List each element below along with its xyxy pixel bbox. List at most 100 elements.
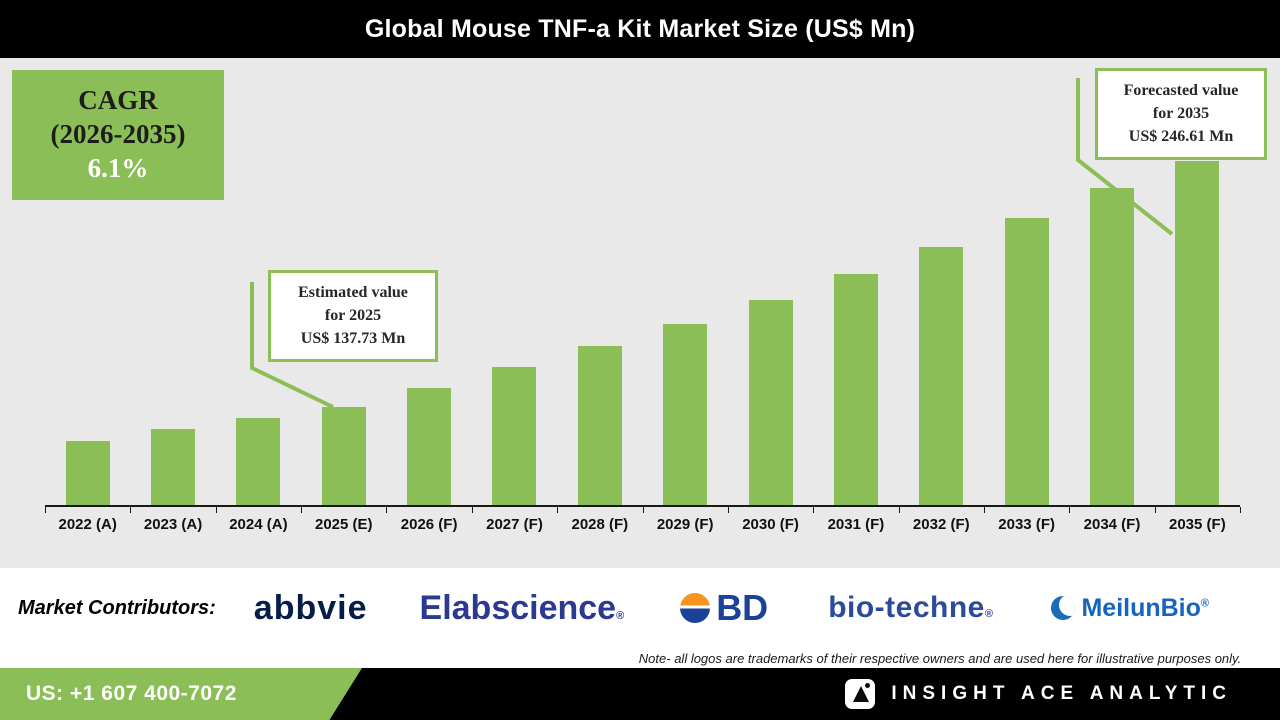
meilunbio-logo: MeilunBio® xyxy=(1051,594,1209,623)
x-axis-tick xyxy=(983,507,985,513)
elabscience-logo: Elabscience ® xyxy=(420,589,625,628)
x-axis-tick xyxy=(386,507,388,513)
brand-name: INSIGHT ACE ANALYTIC xyxy=(891,683,1232,704)
bar-2022-a xyxy=(65,441,110,505)
estimated-callout-line1: Estimated value xyxy=(298,284,408,301)
forecasted-callout-value: US$ 246.61 Mn xyxy=(1128,128,1234,146)
phone-number: US: +1 607 400-7072 xyxy=(26,682,237,705)
estimated-callout-line2: for 2025 xyxy=(324,307,382,325)
bar-slot-2024-a xyxy=(216,140,301,505)
bar-2029-f xyxy=(663,323,708,505)
bar-slot-2032-f xyxy=(899,140,984,505)
market-contributors-label: Market Contributors: xyxy=(18,596,216,619)
bar-slot-2028-f xyxy=(557,140,642,505)
bar-slot-2030-f xyxy=(728,140,813,505)
cagr-box: CAGR (2026-2035) 6.1% xyxy=(12,70,224,200)
contributors-strip: Market Contributors: abbvie Elabscience ®… xyxy=(0,568,1280,668)
bar-slot-2035-f xyxy=(1155,140,1240,505)
phone-banner: US: +1 607 400-7072 xyxy=(0,668,362,720)
bar-slot-2029-f xyxy=(643,140,728,505)
biotechne-wordmark: bio-techne xyxy=(828,591,985,624)
x-label-2031-f: 2031 (F) xyxy=(827,516,885,533)
x-axis-tick xyxy=(727,507,729,513)
bar-2034-f xyxy=(1089,188,1134,505)
contributors-row: Market Contributors: abbvie Elabscience ®… xyxy=(0,580,1280,636)
x-axis-tick xyxy=(1069,507,1071,513)
x-label-2032-f: 2032 (F) xyxy=(912,516,970,533)
bar-2035-f xyxy=(1175,161,1220,505)
cagr-value: 6.1% xyxy=(87,152,149,183)
x-label-2023-a: 2023 (A) xyxy=(143,516,203,533)
page-title: Global Mouse TNF-a Kit Market Size (US$ … xyxy=(364,14,916,43)
bar-slot-2027-f xyxy=(472,140,557,505)
x-axis-tick xyxy=(813,507,815,513)
bar-2027-f xyxy=(492,367,537,505)
bar-2033-f xyxy=(1004,218,1049,505)
x-label-2028-f: 2028 (F) xyxy=(571,516,629,533)
meilunbio-wordmark: MeilunBio® xyxy=(1081,593,1210,622)
bar-2028-f xyxy=(577,346,622,505)
x-label-2035-f: 2035 (F) xyxy=(1169,516,1226,533)
biotechne-logo: bio-techne ® xyxy=(828,591,993,625)
x-label-2033-f: 2033 (F) xyxy=(998,516,1055,533)
x-axis-tick xyxy=(471,507,473,513)
elabscience-wordmark: Elabscience xyxy=(419,588,617,627)
x-axis-tick xyxy=(642,507,644,513)
bar-slot-2023-a xyxy=(130,140,215,505)
abbvie-logo: abbvie xyxy=(254,589,368,628)
bar-2032-f xyxy=(919,247,964,505)
bd-sunburst-icon xyxy=(680,593,711,623)
header-bar: Global Mouse TNF-a Kit Market Size (US$ … xyxy=(0,0,1280,58)
x-label-2025-e: 2025 (E) xyxy=(314,516,373,533)
elabscience-registered-mark: ® xyxy=(616,609,625,622)
x-axis-tick xyxy=(130,507,132,513)
forecasted-callout-line1: Forecasted value xyxy=(1123,82,1239,99)
x-axis-labels: 2022 (A) 2023 (A) 2024 (A) 2025 (E) 2026 (F)… xyxy=(45,516,1240,542)
x-axis-tick xyxy=(1154,507,1156,513)
x-axis-tick xyxy=(1240,507,1241,513)
x-axis-tick xyxy=(557,507,559,513)
x-axis-ticks xyxy=(45,507,1241,514)
insight-ace-logo-icon xyxy=(845,679,876,709)
meilunbio-crescent-icon xyxy=(1051,596,1076,620)
forecasted-callout-line2: for 2035 xyxy=(1152,105,1210,123)
x-axis-tick xyxy=(215,507,217,513)
bd-logo: BD xyxy=(680,587,768,629)
meilunbio-registered-mark: ® xyxy=(1200,597,1210,610)
bd-wordmark: BD xyxy=(716,587,769,628)
estimated-callout-value: US$ 137.73 Mn xyxy=(300,330,406,348)
bar-slot-2034-f xyxy=(1069,140,1154,505)
x-axis-tick xyxy=(898,507,900,513)
biotechne-registered-mark: ® xyxy=(984,608,994,620)
bar-slot-2026-f xyxy=(386,140,471,505)
cagr-period: (2026-2035) xyxy=(50,119,186,150)
x-axis-line xyxy=(45,505,1240,507)
bar-2031-f xyxy=(833,274,878,505)
cagr-label: CAGR xyxy=(78,85,158,116)
bar-2023-a xyxy=(151,428,196,505)
bar-slot-2031-f xyxy=(813,140,898,505)
estimated-value-callout: Estimated value for 2025 US$ 137.73 Mn xyxy=(268,270,438,362)
bar-slot-2025-e xyxy=(301,140,386,505)
x-label-2024-a: 2024 (A) xyxy=(229,516,288,533)
bar-2024-a xyxy=(236,417,281,505)
bars xyxy=(45,140,1240,505)
x-label-2027-f: 2027 (F) xyxy=(486,516,543,533)
x-label-2030-f: 2030 (F) xyxy=(742,516,799,533)
abbvie-wordmark: abbvie xyxy=(253,588,368,627)
brand-block: INSIGHT ACE ANALYTIC xyxy=(845,679,1280,709)
x-label-2022-a: 2022 (A) xyxy=(58,516,117,533)
x-axis-tick xyxy=(301,507,303,513)
footer-bar: US: +1 607 400-7072 INSIGHT ACE ANALYTIC xyxy=(0,668,1280,720)
bar-slot-2033-f xyxy=(984,140,1069,505)
x-label-2029-f: 2029 (F) xyxy=(656,516,714,533)
x-axis-tick xyxy=(45,507,46,513)
forecasted-value-callout: Forecasted value for 2035 US$ 246.61 Mn xyxy=(1095,68,1267,160)
trademark-note: Note- all logos are trademarks of their … xyxy=(638,650,1242,666)
x-label-2026-f: 2026 (F) xyxy=(400,516,458,533)
x-label-2034-f: 2034 (F) xyxy=(1083,516,1141,533)
bar-2026-f xyxy=(407,387,452,505)
chart-area: CAGR (2026-2035) 6.1% 2022 (A) 2023 (A) 20… xyxy=(0,58,1280,568)
bar-slot-2022-a xyxy=(45,140,130,505)
